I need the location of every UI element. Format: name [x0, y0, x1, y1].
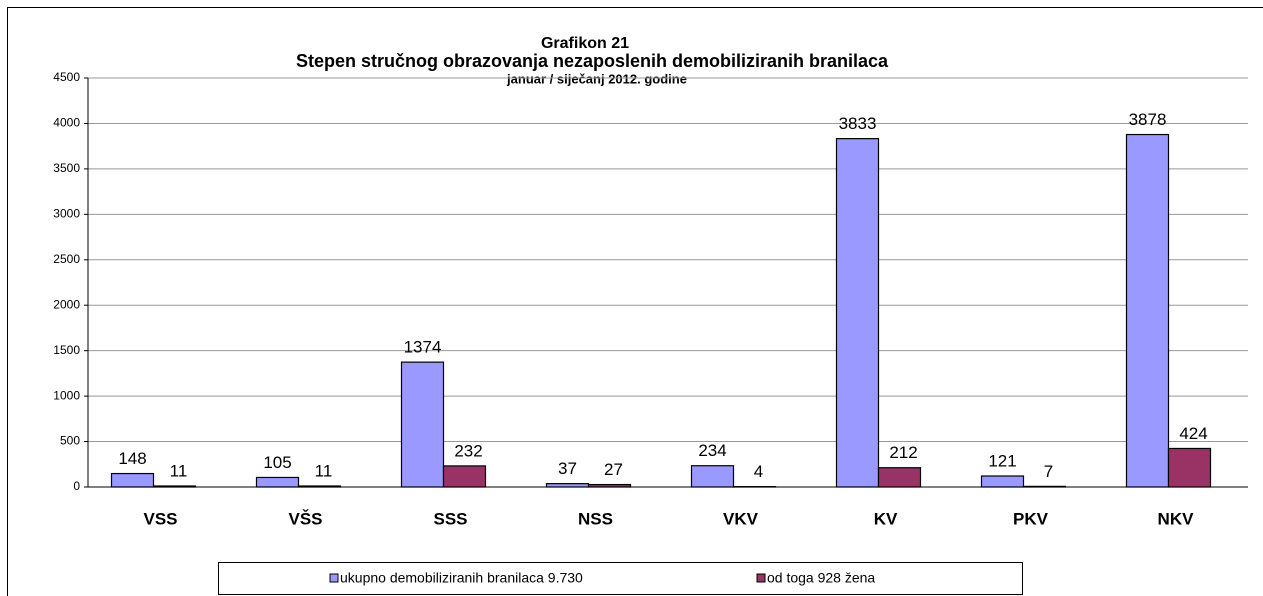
- value-label: 3878: [1129, 110, 1167, 129]
- legend-swatch: [756, 573, 766, 583]
- bar: [835, 138, 880, 488]
- legend: [218, 562, 1023, 595]
- bar: [587, 483, 632, 488]
- value-label: 105: [263, 453, 291, 472]
- chart-frame: [7, 7, 1263, 596]
- value-label: 121: [988, 451, 1016, 470]
- bar: [442, 465, 487, 488]
- y-tick-label: 1000: [53, 388, 80, 402]
- y-tick-label: 3500: [53, 161, 80, 175]
- x-tick-label: VKV: [723, 509, 759, 528]
- value-label: 232: [454, 441, 482, 460]
- value-label: 37: [558, 459, 577, 478]
- value-label: 234: [698, 441, 726, 460]
- y-tick-label: 3000: [53, 207, 80, 221]
- chart-title: Grafikon 21: [541, 35, 629, 52]
- value-label: 148: [118, 449, 146, 468]
- x-tick-label: NSS: [578, 509, 613, 528]
- legend-swatch: [329, 573, 339, 583]
- bar: [400, 361, 445, 488]
- y-tick-label: 2500: [53, 252, 80, 266]
- bar: [297, 485, 342, 488]
- x-tick-label: PKV: [1013, 509, 1049, 528]
- bar: [980, 475, 1025, 488]
- y-tick-label: 2000: [53, 297, 80, 311]
- x-tick-label: KV: [874, 509, 898, 528]
- value-label: 4: [754, 462, 763, 481]
- legend-label: ukupno demobiliziranih branilaca 9.730: [340, 570, 583, 586]
- x-tick-label: NKV: [1158, 509, 1195, 528]
- x-tick-label: VŠS: [288, 509, 322, 528]
- value-label: 7: [1044, 462, 1053, 481]
- chart-period: januar / siječanj 2012. godine: [506, 71, 687, 86]
- value-label: 1374: [404, 338, 442, 357]
- chart-subtitle: Stepen stručnog obrazovanja nezaposlenih…: [296, 51, 889, 71]
- value-label: 212: [889, 443, 917, 462]
- bar: [1022, 485, 1067, 488]
- bar: [1125, 133, 1170, 488]
- y-tick-label: 4500: [53, 70, 80, 84]
- y-tick-label: 4000: [53, 116, 80, 130]
- value-label: 27: [604, 460, 623, 479]
- bar: [877, 467, 922, 488]
- value-label: 11: [170, 461, 188, 480]
- value-label: 3833: [839, 114, 877, 133]
- bar: [1167, 447, 1212, 488]
- bar: [110, 472, 155, 488]
- bar: [545, 483, 590, 488]
- x-tick-label: VSS: [143, 509, 177, 528]
- value-label: 11: [315, 461, 333, 480]
- bar: [152, 485, 197, 488]
- y-tick-label: 500: [60, 434, 80, 448]
- bar: [690, 465, 735, 488]
- y-tick-label: 0: [73, 479, 80, 493]
- y-tick-label: 1500: [53, 343, 80, 357]
- value-label: 424: [1179, 424, 1207, 443]
- x-tick-label: SSS: [433, 509, 467, 528]
- bar: [255, 476, 300, 488]
- legend-label: od toga 928 žena: [767, 570, 875, 586]
